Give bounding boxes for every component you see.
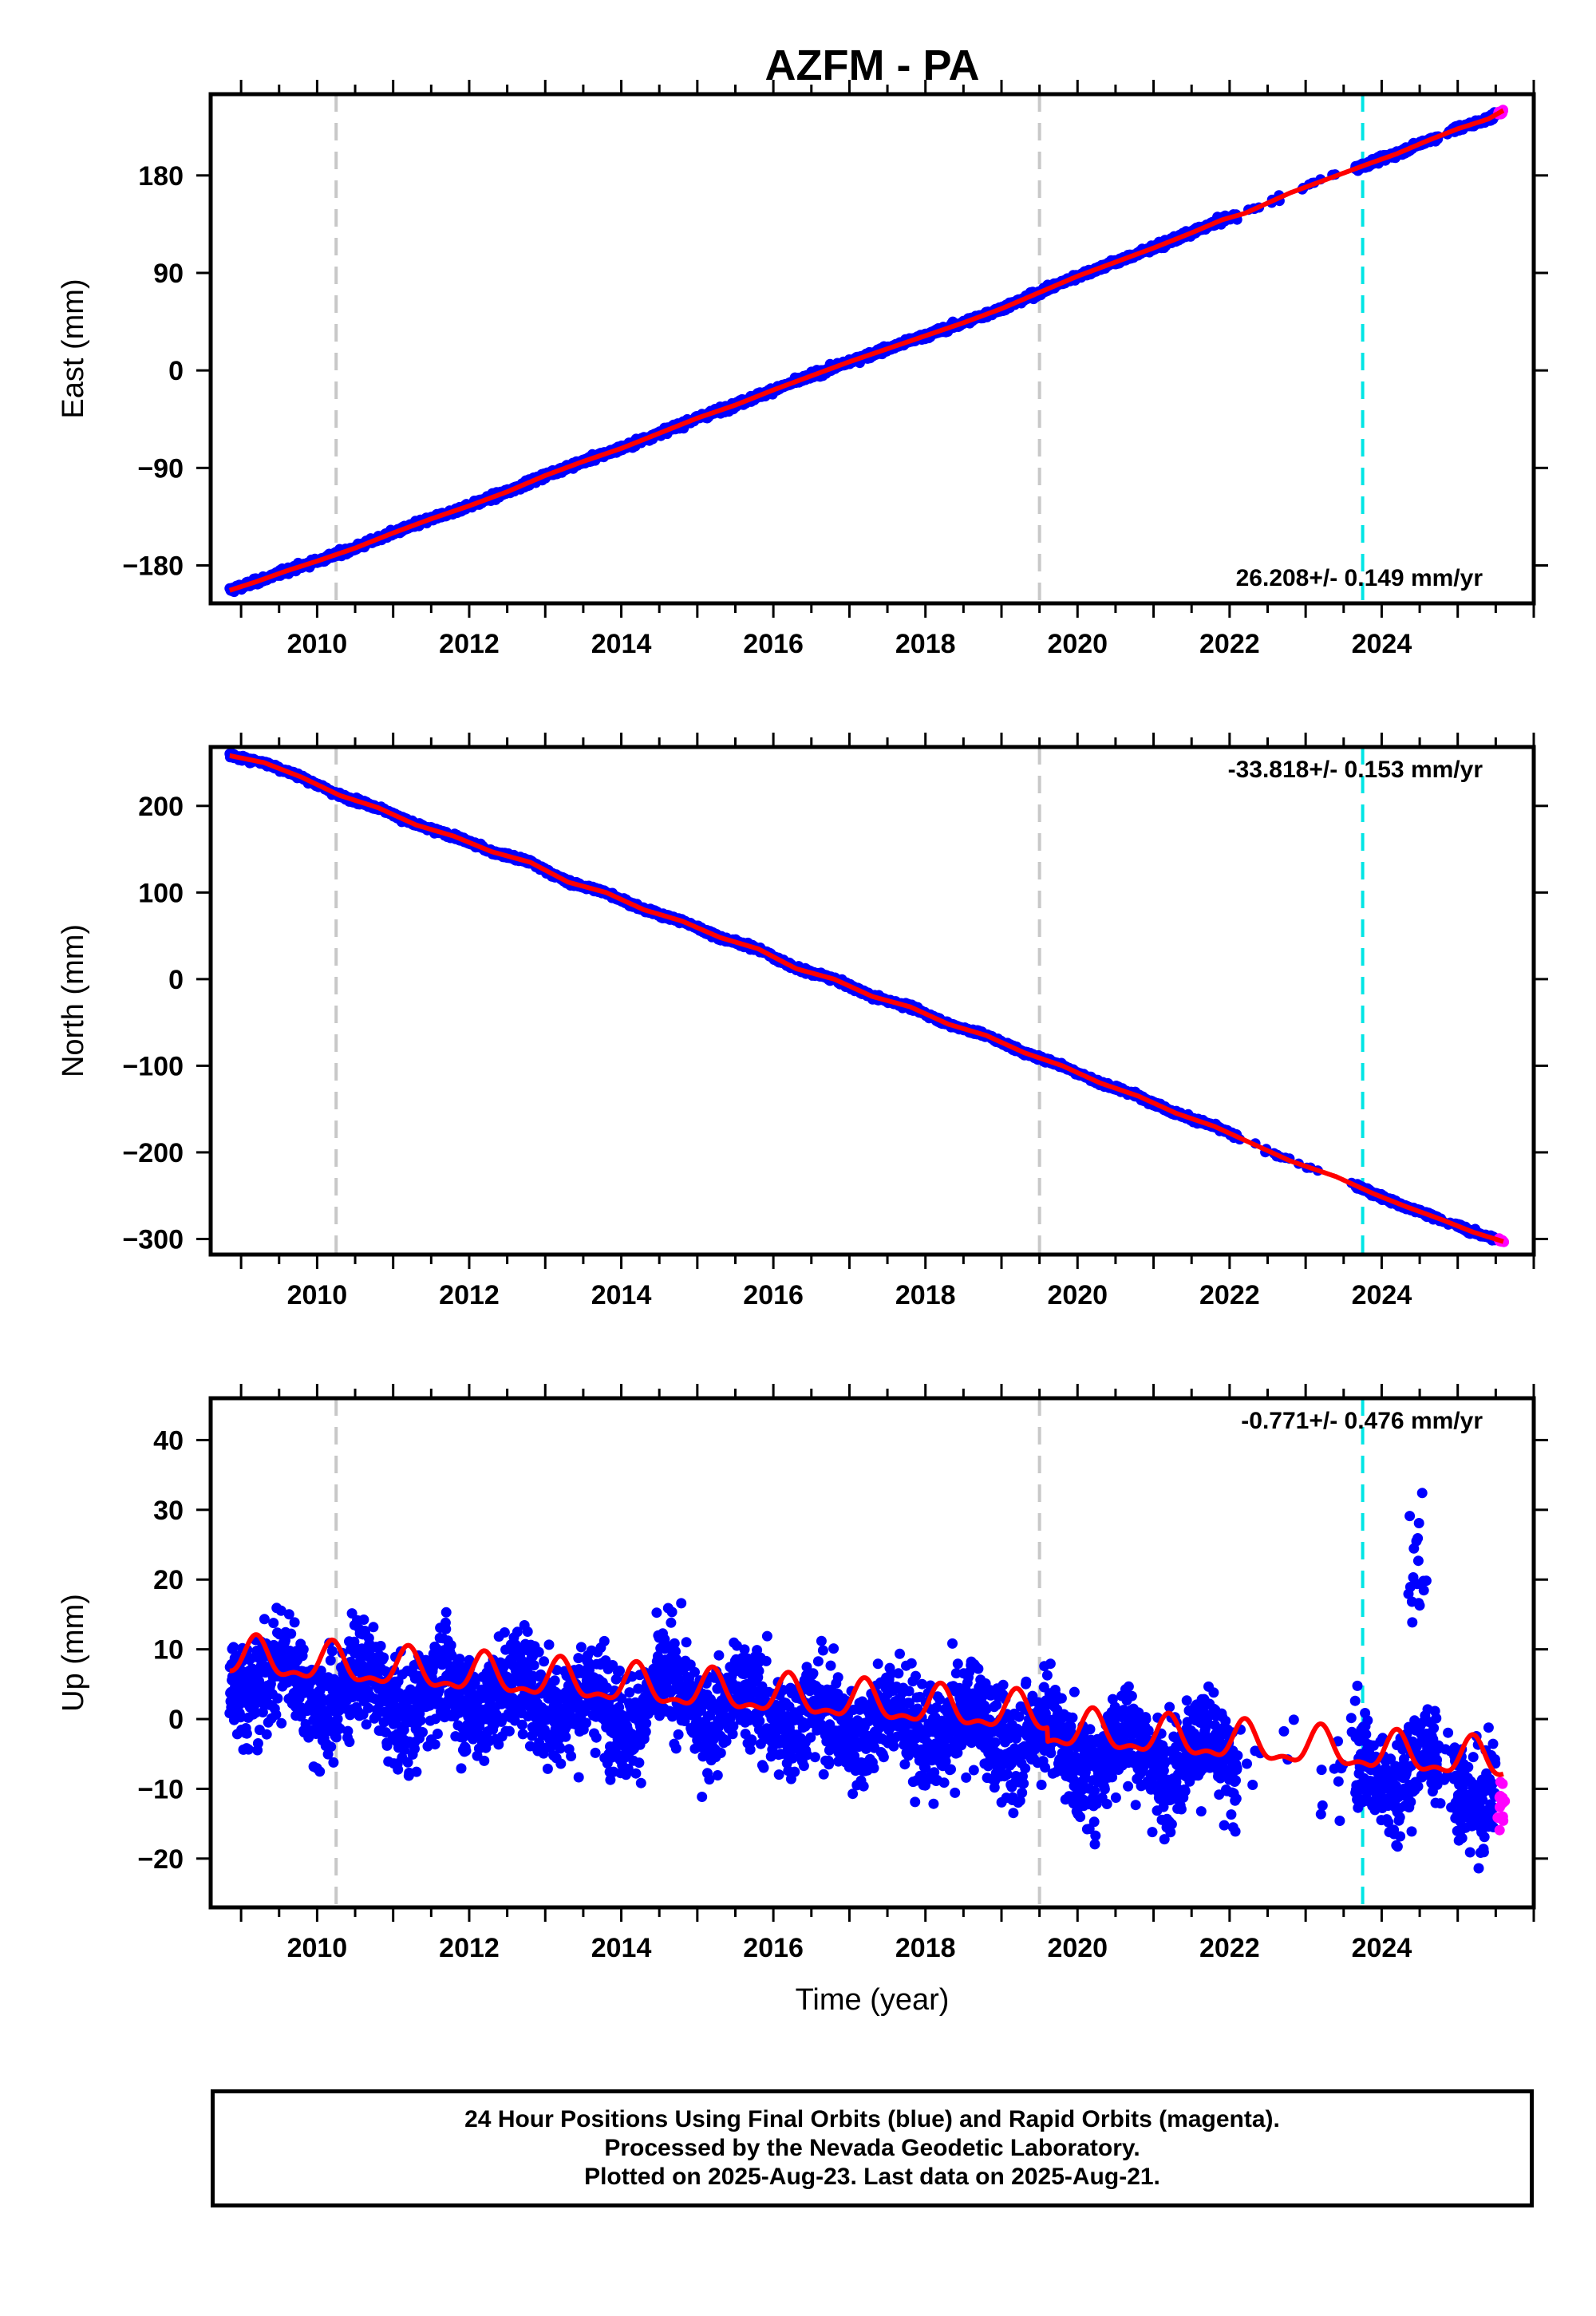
- panel-2: 2010 2012 2014 2016 2018 2020 2022 2024−300−200…: [57, 733, 1548, 1310]
- plot-area: [224, 747, 1510, 1255]
- y-axis-label: East (mm): [57, 279, 90, 418]
- x-tick-label: 2016: [743, 629, 804, 659]
- x-tick-label: 2020: [1047, 629, 1108, 659]
- y-tick-label: −180: [122, 551, 184, 581]
- chart-title: AZFM - PA: [765, 41, 980, 89]
- y-tick-label: −90: [137, 453, 184, 484]
- y-tick-label: 90: [153, 259, 184, 289]
- velocity-annotation: 26.208+/- 0.149 mm/yr: [1236, 565, 1483, 591]
- x-tick-label: 2010: [287, 629, 348, 659]
- trend-fit-line: [227, 108, 1505, 593]
- y-tick-label: 0: [168, 356, 184, 386]
- plot-area: [224, 94, 1508, 603]
- x-tick-label: 2022: [1199, 629, 1260, 659]
- panel-1: 2010 2012 2014 2016 2018 2020 2022 2024 −180 −90 0…: [57, 80, 1548, 659]
- x-tick-label: 2014: [591, 629, 652, 659]
- x-tick-label: 2024: [1352, 629, 1412, 659]
- x-tick-label: 2018: [895, 629, 956, 659]
- plot-frame: [208, 92, 1536, 606]
- x-tick-label: 2012: [439, 629, 500, 659]
- y-tick-label: 180: [138, 161, 184, 192]
